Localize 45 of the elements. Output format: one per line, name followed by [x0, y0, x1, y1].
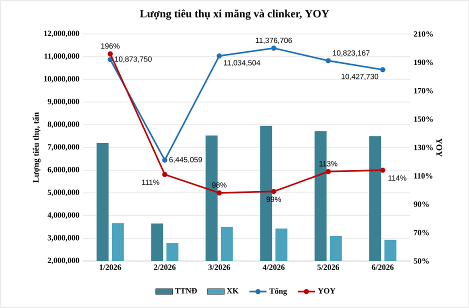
y-tick-label: 4,000,000	[48, 212, 80, 219]
point	[271, 46, 276, 51]
x-tick-label: 4/2026	[262, 264, 285, 270]
point	[271, 188, 276, 194]
point	[162, 172, 168, 178]
y-tick-label: 5,000,000	[48, 190, 80, 196]
point	[380, 67, 386, 72]
point	[162, 157, 168, 163]
y-tick-label: 8,000,000	[48, 122, 80, 128]
point	[216, 190, 222, 196]
legend-label: TTNĐ	[175, 288, 197, 294]
y2-tick-label: 170%	[414, 88, 433, 94]
legend-label: XK	[226, 288, 239, 294]
y-tick-label: 3,000,000	[48, 235, 80, 242]
y-tick-label: 9,000,000	[48, 98, 80, 106]
x-tick-label: 3/2026	[208, 264, 230, 270]
legend-label: YOY	[318, 288, 336, 294]
y2-tick-label: 90%	[414, 202, 429, 207]
y2-tick-label: 190%	[414, 60, 433, 66]
y-tick-label: 2,000,000	[48, 258, 80, 264]
y2-tick-label: 210%	[414, 31, 433, 37]
y-axis-title: Lượng tiêu thụ, tấn	[32, 112, 41, 183]
y2-axis-title: YOY	[436, 138, 442, 157]
point	[326, 58, 331, 64]
y-tick-label: 11,000,000	[44, 53, 80, 60]
point	[108, 51, 113, 56]
x-tick-label: 6/2026	[372, 264, 394, 270]
y2-tick-label: 110%	[414, 173, 432, 179]
x-tick-label: 1/2026	[100, 264, 122, 270]
x-tick-label: 2/2026	[154, 264, 176, 270]
y-tick-label: 10,000,000	[44, 76, 80, 83]
y-tick-label: 12,000,000	[44, 30, 80, 38]
chart-title: Lượng tiêu thụ xi măng và clinker, YOY	[140, 10, 330, 20]
point	[216, 53, 222, 59]
point	[108, 56, 113, 62]
x-tick-label: 5/2026	[317, 264, 340, 270]
y2-tick-label: 130%	[414, 144, 433, 150]
y-tick-label: 6,000,000	[48, 166, 80, 174]
legend-label: Tổng	[269, 288, 288, 296]
y-tick-label: 7,000,000	[48, 144, 80, 151]
point	[380, 168, 386, 173]
y2-tick-label: 50%	[414, 258, 429, 264]
point	[326, 169, 331, 174]
y2-tick-label: 70%	[414, 230, 429, 236]
y2-tick-label: 150%	[414, 116, 433, 122]
